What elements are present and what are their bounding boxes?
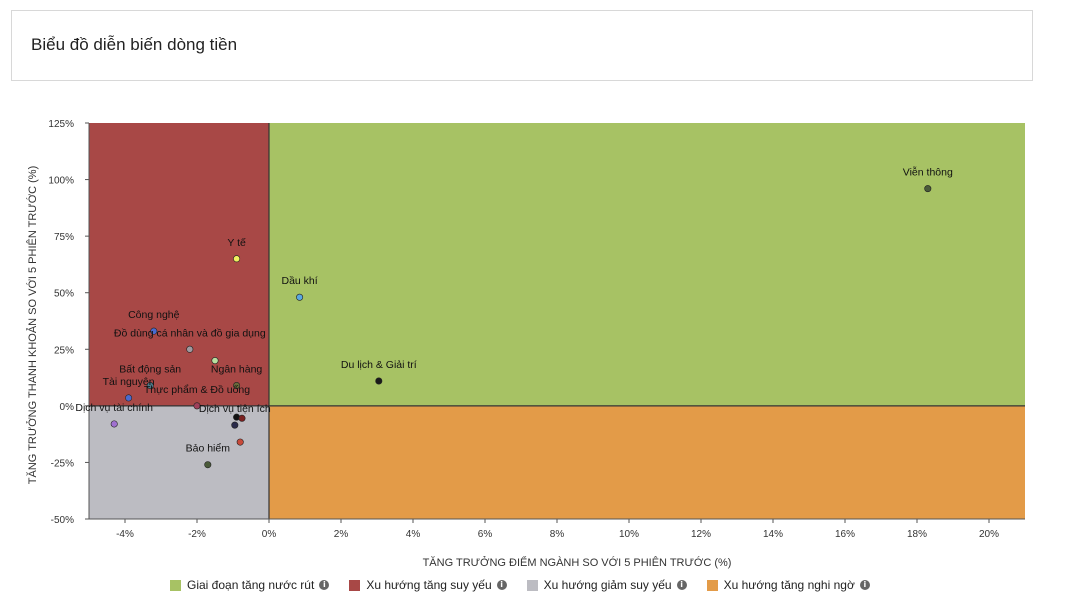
card-header: Biểu đồ diễn biến dòng tiền xyxy=(11,10,1033,81)
y-tick-label: 50% xyxy=(54,289,74,300)
data-point xyxy=(150,327,158,335)
x-tick-label: 8% xyxy=(550,529,565,540)
data-point xyxy=(375,377,383,385)
x-tick-label: 0% xyxy=(262,529,277,540)
data-point xyxy=(193,402,201,410)
legend-label: Xu hướng tăng nghi ngờ xyxy=(723,578,855,592)
data-label: Đồ dùng cá nhân và đồ gia dụng xyxy=(114,327,266,339)
data-label: Du lịch & Giải trí xyxy=(341,359,417,371)
legend-item[interactable]: Xu hướng tăng suy yếu i xyxy=(349,578,507,592)
data-point xyxy=(204,461,212,469)
data-point xyxy=(186,345,194,353)
x-tick-label: 14% xyxy=(763,529,783,540)
legend-item[interactable]: Xu hướng tăng nghi ngờ i xyxy=(706,578,870,592)
legend: Giai đoạn tăng nước rút i Xu hướng tăng su… xyxy=(170,578,890,592)
quadrant-leading xyxy=(269,123,1025,406)
x-tick-label: 12% xyxy=(691,529,711,540)
legend-swatch xyxy=(349,579,361,591)
info-icon[interactable]: i xyxy=(496,580,507,590)
x-tick-label: 18% xyxy=(907,529,927,540)
quadrant-lagging xyxy=(89,405,269,519)
data-point xyxy=(231,421,239,429)
y-tick-label: 125% xyxy=(48,119,74,130)
legend-swatch xyxy=(706,579,718,591)
y-tick-label: 100% xyxy=(48,176,74,187)
legend-swatch xyxy=(170,579,181,591)
data-label: Ngân hàng xyxy=(211,363,263,375)
info-icon[interactable]: i xyxy=(319,580,330,590)
legend-swatch xyxy=(526,579,538,591)
data-label: Y tế xyxy=(227,237,246,249)
data-label: Dịch vụ tiện ích xyxy=(199,403,271,415)
data-point xyxy=(233,381,241,389)
data-point xyxy=(233,255,241,263)
data-point xyxy=(924,185,932,193)
x-tick-label: 16% xyxy=(835,529,855,540)
data-label: Dầu khí xyxy=(282,275,318,287)
x-tick-label: 4% xyxy=(406,529,421,540)
legend-item[interactable]: Giai đoạn tăng nước rút i xyxy=(170,578,330,592)
x-tick-label: 10% xyxy=(619,529,639,540)
quadrant-weakening xyxy=(89,123,269,406)
info-icon[interactable]: i xyxy=(676,580,687,590)
data-point xyxy=(146,381,154,389)
legend-label: Xu hướng giảm suy yếu xyxy=(543,578,672,592)
x-tick-label: -2% xyxy=(188,529,206,540)
data-point xyxy=(211,357,219,365)
data-point xyxy=(236,438,244,446)
data-point xyxy=(110,420,118,428)
x-axis-label: TĂNG TRƯỞNG ĐIỂM NGÀNH SO VỚI 5 PHIÊN TR… xyxy=(423,556,732,569)
quadrant-improving xyxy=(269,405,1025,519)
page-title: Biểu đồ diễn biến dòng tiền xyxy=(31,35,238,54)
data-label: Công nghệ xyxy=(128,309,180,321)
data-label: Thực phẩm & Đồ uống xyxy=(144,384,250,396)
y-tick-label: -25% xyxy=(51,458,74,469)
y-tick-label: -50% xyxy=(51,515,74,526)
y-tick-label: 75% xyxy=(54,232,74,243)
data-label: Tài nguyên xyxy=(103,376,155,388)
data-label: Dịch vụ tài chính xyxy=(75,402,153,414)
y-axis-label: TĂNG TRƯỞNG THANH KHOẢN SO VỚI 5 PHIÊN T… xyxy=(26,166,39,484)
legend-item[interactable]: Xu hướng giảm suy yếu i xyxy=(526,578,687,592)
data-point xyxy=(125,394,133,402)
info-icon[interactable]: i xyxy=(859,580,870,590)
data-label: Viễn thông xyxy=(903,166,953,179)
x-tick-label: -4% xyxy=(116,529,134,540)
legend-label: Xu hướng tăng suy yếu xyxy=(366,578,492,592)
data-point xyxy=(296,293,304,301)
data-label: Bất động sản xyxy=(119,363,181,375)
y-tick-label: 0% xyxy=(60,402,75,413)
x-tick-label: 6% xyxy=(478,529,493,540)
x-tick-label: 2% xyxy=(334,529,349,540)
y-tick-label: 25% xyxy=(54,345,74,356)
data-point xyxy=(238,414,246,422)
legend-label: Giai đoạn tăng nước rút xyxy=(187,578,315,592)
data-label: Bảo hiểm xyxy=(186,443,231,455)
x-tick-label: 20% xyxy=(979,529,999,540)
